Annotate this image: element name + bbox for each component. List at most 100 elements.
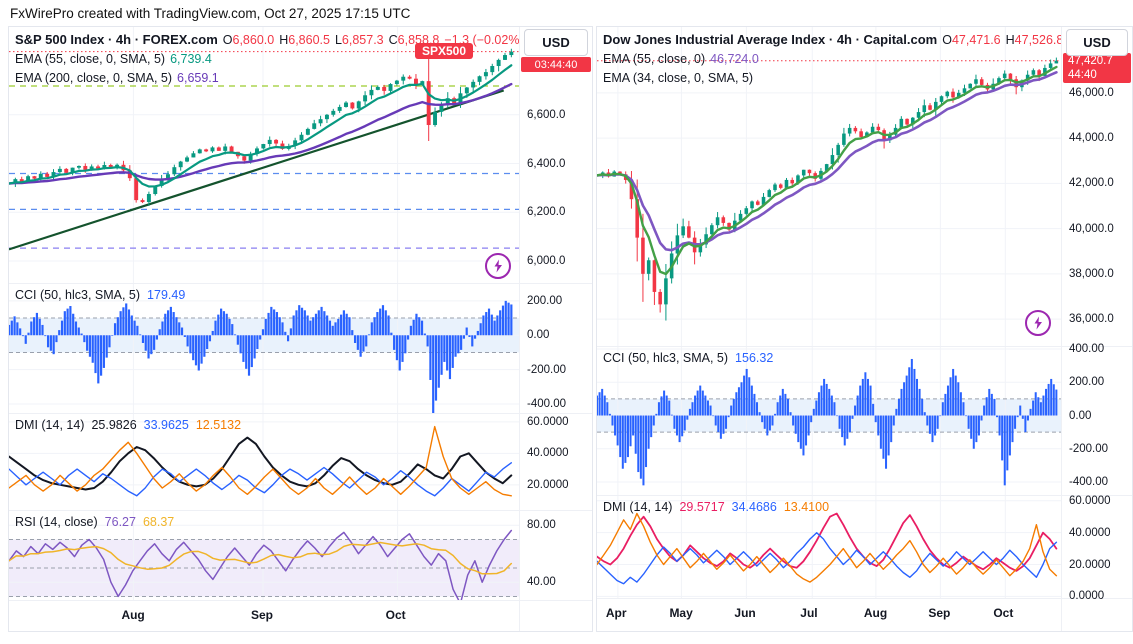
currency-button[interactable]: USD [1066,29,1128,56]
candle-body [928,105,932,110]
cci-bar [281,322,284,336]
cci-bar [27,332,30,336]
sp500-dmi-pane[interactable]: DMI (14, 14) 25.9826 33.9625 12.5132 [9,414,519,511]
candle-body [83,165,88,170]
dmi-legend-row[interactable]: DMI (14, 14) 29.5717 34.4686 13.4100 [603,500,830,514]
cci-bar [846,415,849,439]
cci-bar [194,335,198,366]
cci-bar [753,393,756,416]
cci-bar [944,393,947,416]
cci-legend-row[interactable]: CCI (50, hlc3, SMA, 5) 179.49 [15,288,186,302]
candle-body [496,59,501,67]
cci-bar [882,415,885,459]
cci-bar [1042,395,1045,416]
cci-bar [356,335,359,350]
trendline[interactable] [9,89,505,251]
cci-bar [619,415,622,458]
sp500-cci-axis[interactable]: 200.00 0.00 -200.00 -400.00 [519,284,592,414]
cci-bar [256,335,259,350]
candle-body [652,260,657,292]
dmi-legend-row[interactable]: DMI (14, 14) 25.9826 33.9625 12.5132 [15,418,242,432]
cci-bar [91,335,94,363]
sp500-dmi-axis[interactable]: 60.0000 40.0000 20.0000 [519,414,592,511]
cci-bar [988,388,991,416]
candle-body [204,149,209,152]
cci-bar [601,388,604,416]
dow-price-pane[interactable]: Dow Jones Industrial Average Index · 4h … [597,27,1061,347]
candle-body [57,168,62,173]
cci-bar [259,335,262,340]
cci-bar [74,321,78,336]
currency-button[interactable]: USD [524,29,588,56]
cci-legend-row[interactable]: CCI (50, hlc3, SMA, 5) 156.32 [603,351,774,365]
dow-time-axis[interactable]: Apr May Jun Jul Aug Sep Oct [597,599,1061,631]
series-line [9,64,513,188]
cci-bar [1003,415,1006,486]
sp500-rsi-axis[interactable]: 80.00 40.00 [519,511,592,601]
indicator-plot[interactable] [597,496,1061,598]
cci-bar [962,402,965,416]
axis-tick-label: 6,600.0 [527,108,566,121]
rsi-legend-row[interactable]: RSI (14, close) 76.27 68.37 [15,515,175,529]
candle-body [755,201,760,205]
lightning-bolt-icon[interactable] [1025,310,1051,336]
cci-bar [926,415,929,426]
dow-price-axis[interactable]: USD 47,420.7 44:40 46,000.0 44,000.0 42,00… [1061,27,1132,347]
candle-body [997,78,1001,84]
cci-bar [637,415,640,473]
cci-bar [208,335,212,342]
cci-bar [147,335,150,359]
dow-dmi-axis[interactable]: 60.0000 40.0000 20.0000 0.0000 [1061,495,1132,602]
cci-bar [802,415,805,456]
cci-bar [189,335,192,354]
cci-bar [342,310,345,336]
sp500-time-axis[interactable]: Aug Sep Oct [9,601,519,631]
sp500-cci-pane[interactable]: CCI (50, hlc3, SMA, 5) 179.49 [9,284,519,414]
cci-bar [652,415,655,426]
cci-bar [761,415,764,423]
cci-bar [830,395,833,416]
cci-bar [913,368,916,416]
cci-bar [462,335,465,339]
candle-body [767,190,772,197]
cci-bar [487,308,491,336]
price-plot[interactable] [597,27,1061,346]
cci-bar [119,311,122,336]
sp500-rsi-pane[interactable]: RSI (14, close) 76.27 68.37 [9,511,519,601]
cci-bar [412,319,415,336]
cci-bar [490,314,493,336]
dow-dmi-pane[interactable]: DMI (14, 14) 29.5717 34.4686 13.4100 [597,496,1061,599]
cci-plot[interactable] [597,347,1061,495]
candle-body [876,126,881,131]
candle-body [629,179,634,200]
candle-body [248,153,253,161]
cci-bar [892,415,895,426]
cci-bar [348,317,351,336]
cci-bar [843,415,846,446]
sp500-price-pane[interactable]: S&P 500 Index · 4h · FOREX.com O6,860.0 … [9,27,519,284]
cci-bar [504,300,507,336]
cci-bar [220,308,223,336]
cci-bar [136,325,139,336]
candle-body [979,79,984,85]
indicator-plot[interactable] [9,511,519,600]
cci-bar [30,321,33,336]
dow-cci-pane[interactable]: CCI (50, hlc3, SMA, 5) 156.32 [597,347,1061,496]
axis-tick-label: -400.00 [1069,476,1109,489]
dow-cci-axis[interactable]: 400.00 200.00 0.00 -200.00 -400.00 [1061,343,1132,496]
price-plot[interactable] [9,27,519,283]
axis-tick-label: -200.00 [1069,442,1109,455]
candle-body [933,101,938,110]
indicator-plot[interactable] [9,414,519,510]
sp500-price-axis[interactable]: USD 03:44:40 6,600.0 6,400.0 6,200.0 6,000.… [519,27,592,284]
cci-bar [180,327,184,336]
month-label: Aug [863,606,888,620]
cci-bar [699,385,702,416]
lightning-bolt-icon[interactable] [485,253,511,279]
cci-bar [379,308,382,336]
axis-tick-label: 46,000.0 [1069,86,1114,99]
cci-bar [457,335,460,354]
plus-di-value: 33.9625 [143,418,189,432]
candle-body [223,146,228,151]
cci-plot[interactable] [9,284,519,413]
